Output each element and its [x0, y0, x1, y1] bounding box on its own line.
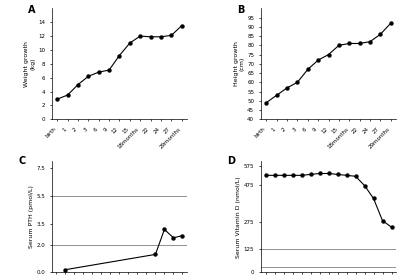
Text: C: C — [18, 156, 26, 166]
Text: A: A — [28, 5, 35, 15]
Text: B: B — [237, 5, 244, 15]
Text: D: D — [227, 156, 235, 166]
Y-axis label: Serum PTH (pmol/L): Serum PTH (pmol/L) — [28, 185, 34, 249]
Y-axis label: Height growth
(cm): Height growth (cm) — [234, 41, 244, 86]
Y-axis label: Weight growth
(kg): Weight growth (kg) — [24, 41, 35, 87]
Y-axis label: Serum Vitamin D (nmol/L): Serum Vitamin D (nmol/L) — [236, 176, 241, 258]
